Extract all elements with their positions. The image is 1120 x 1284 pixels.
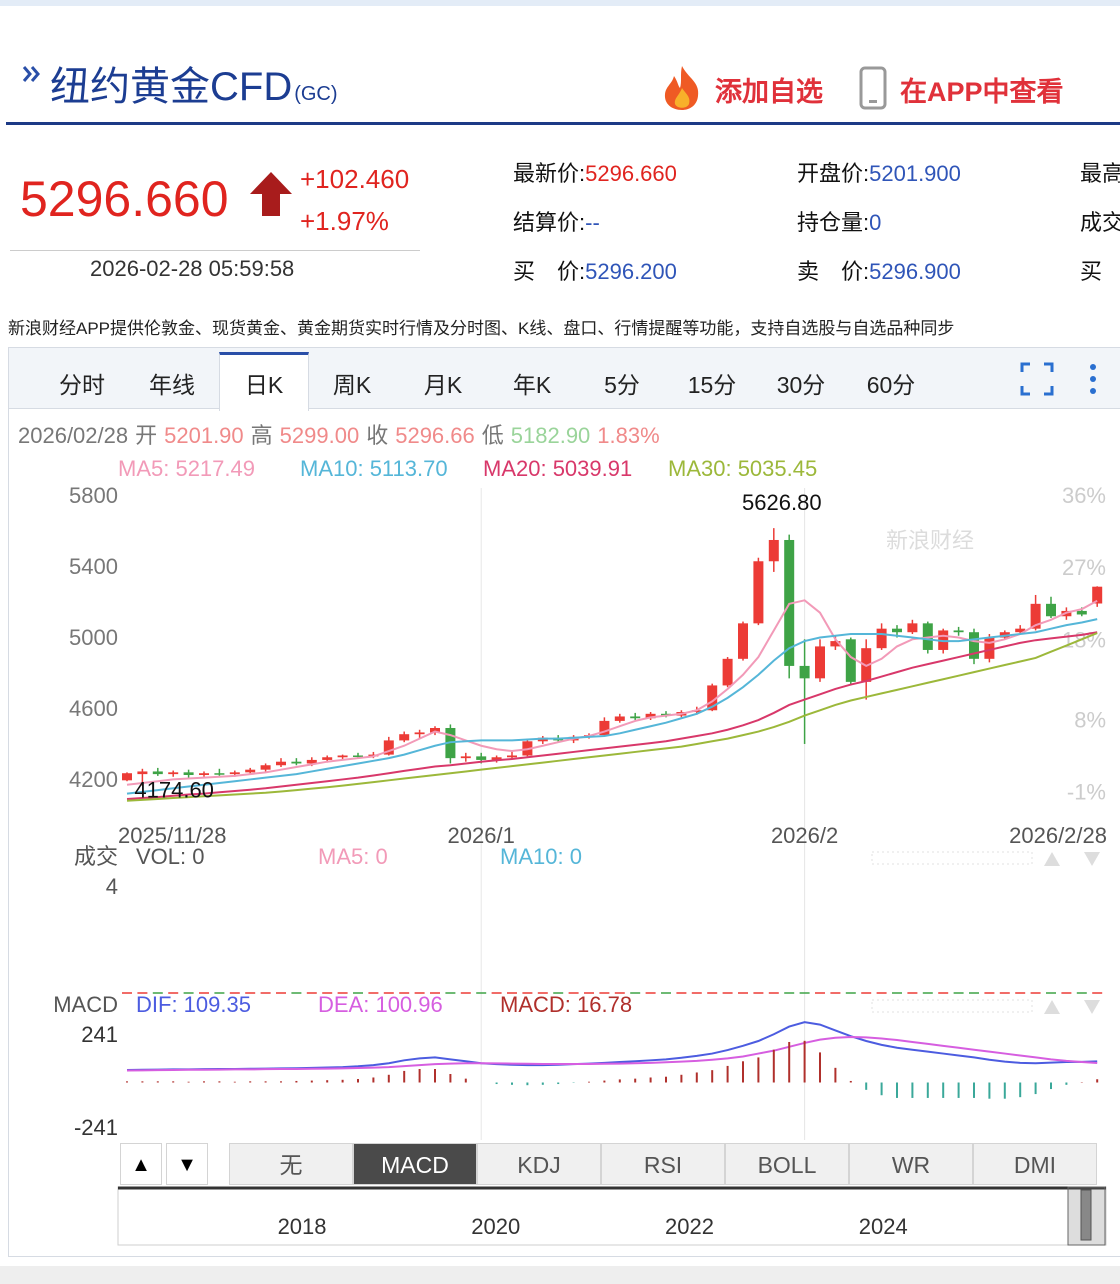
- tab-bar: [9, 348, 1120, 409]
- indicator-button[interactable]: DMI: [973, 1143, 1097, 1185]
- price-change-pct: +1.97%: [300, 206, 389, 236]
- notice: 新浪财经APP提供伦敦金、现货黄金、黄金期货实时行情及分时图、K线、盘口、行情提…: [8, 319, 955, 338]
- field-label: 买 价:: [513, 259, 586, 284]
- field-label: 成交: [1080, 210, 1120, 235]
- price-change: +102.460: [300, 164, 410, 194]
- scroll-button[interactable]: ▲: [120, 1143, 162, 1185]
- quote-time: 2026-02-28 05:59:58: [90, 256, 295, 281]
- field-label: 买: [1080, 259, 1103, 284]
- top-strip: [0, 0, 1120, 6]
- indicator-button[interactable]: 无: [229, 1143, 353, 1185]
- quote-field: 持仓量:0: [797, 205, 881, 237]
- quote-field: 结算价:--: [513, 205, 600, 237]
- flame-icon: [664, 66, 699, 110]
- field-label: 最高: [1080, 161, 1120, 186]
- page-title: 纽约黄金CFD (GC): [50, 54, 338, 112]
- period-tab[interactable]: 15分: [687, 372, 737, 398]
- period-tab[interactable]: 月K: [423, 372, 463, 398]
- footer: [0, 1266, 1120, 1284]
- quote-field: 开盘价:5201.900: [797, 156, 961, 188]
- period-tab[interactable]: 5分: [604, 372, 640, 398]
- field-value: 5296.900: [869, 259, 961, 284]
- field-value: 5296.200: [585, 259, 677, 284]
- chart-frame: [8, 347, 1120, 1257]
- separator: [10, 250, 420, 251]
- add-watchlist-button[interactable]: 添加自选: [715, 77, 823, 107]
- indicator-button[interactable]: KDJ: [477, 1143, 601, 1185]
- open-app-button[interactable]: 在APP中查看: [900, 77, 1064, 107]
- quote-field: 成交: [1080, 205, 1120, 237]
- symbol-code: (GC): [294, 83, 338, 105]
- quote-field: 买: [1080, 254, 1102, 286]
- title-text: 纽约黄金CFD: [50, 65, 293, 109]
- up-arrow: [250, 172, 292, 216]
- period-tab[interactable]: 60分: [866, 372, 916, 398]
- period-tab[interactable]: 分时: [59, 372, 105, 398]
- toolbar-icons[interactable]: [1020, 362, 1110, 396]
- field-label: 开盘价:: [797, 161, 870, 186]
- field-label: 结算价:: [513, 210, 586, 235]
- quote-field: 买 价:5296.200: [513, 254, 677, 286]
- header-rule: [6, 122, 1120, 125]
- field-value: 0: [869, 210, 882, 235]
- field-label: 持仓量:: [797, 210, 870, 235]
- indicator-button[interactable]: MACD: [353, 1143, 477, 1185]
- field-value: 5296.660: [585, 161, 677, 186]
- period-tab[interactable]: 日K: [219, 352, 309, 411]
- indicator-button[interactable]: WR: [849, 1143, 973, 1185]
- indicator-button[interactable]: BOLL: [725, 1143, 849, 1185]
- last-price: 5296.660: [20, 171, 229, 227]
- period-tab[interactable]: 周K: [332, 372, 372, 398]
- period-tab[interactable]: 年线: [149, 372, 195, 398]
- field-label: 最新价:: [513, 161, 586, 186]
- quote-field: 最新价:5296.660: [513, 156, 677, 188]
- title-icon: [22, 66, 40, 82]
- scroll-button[interactable]: ▼: [166, 1143, 208, 1185]
- quote-field: 最高: [1080, 156, 1120, 188]
- period-tab[interactable]: 年K: [512, 372, 552, 398]
- field-label: 卖 价:: [797, 259, 870, 284]
- period-tab[interactable]: 30分: [776, 372, 826, 398]
- phone-icon: [859, 66, 887, 110]
- field-value: 5201.900: [869, 161, 961, 186]
- field-value: --: [585, 210, 600, 235]
- quote-field: 卖 价:5296.900: [797, 254, 961, 286]
- indicator-button[interactable]: RSI: [601, 1143, 725, 1185]
